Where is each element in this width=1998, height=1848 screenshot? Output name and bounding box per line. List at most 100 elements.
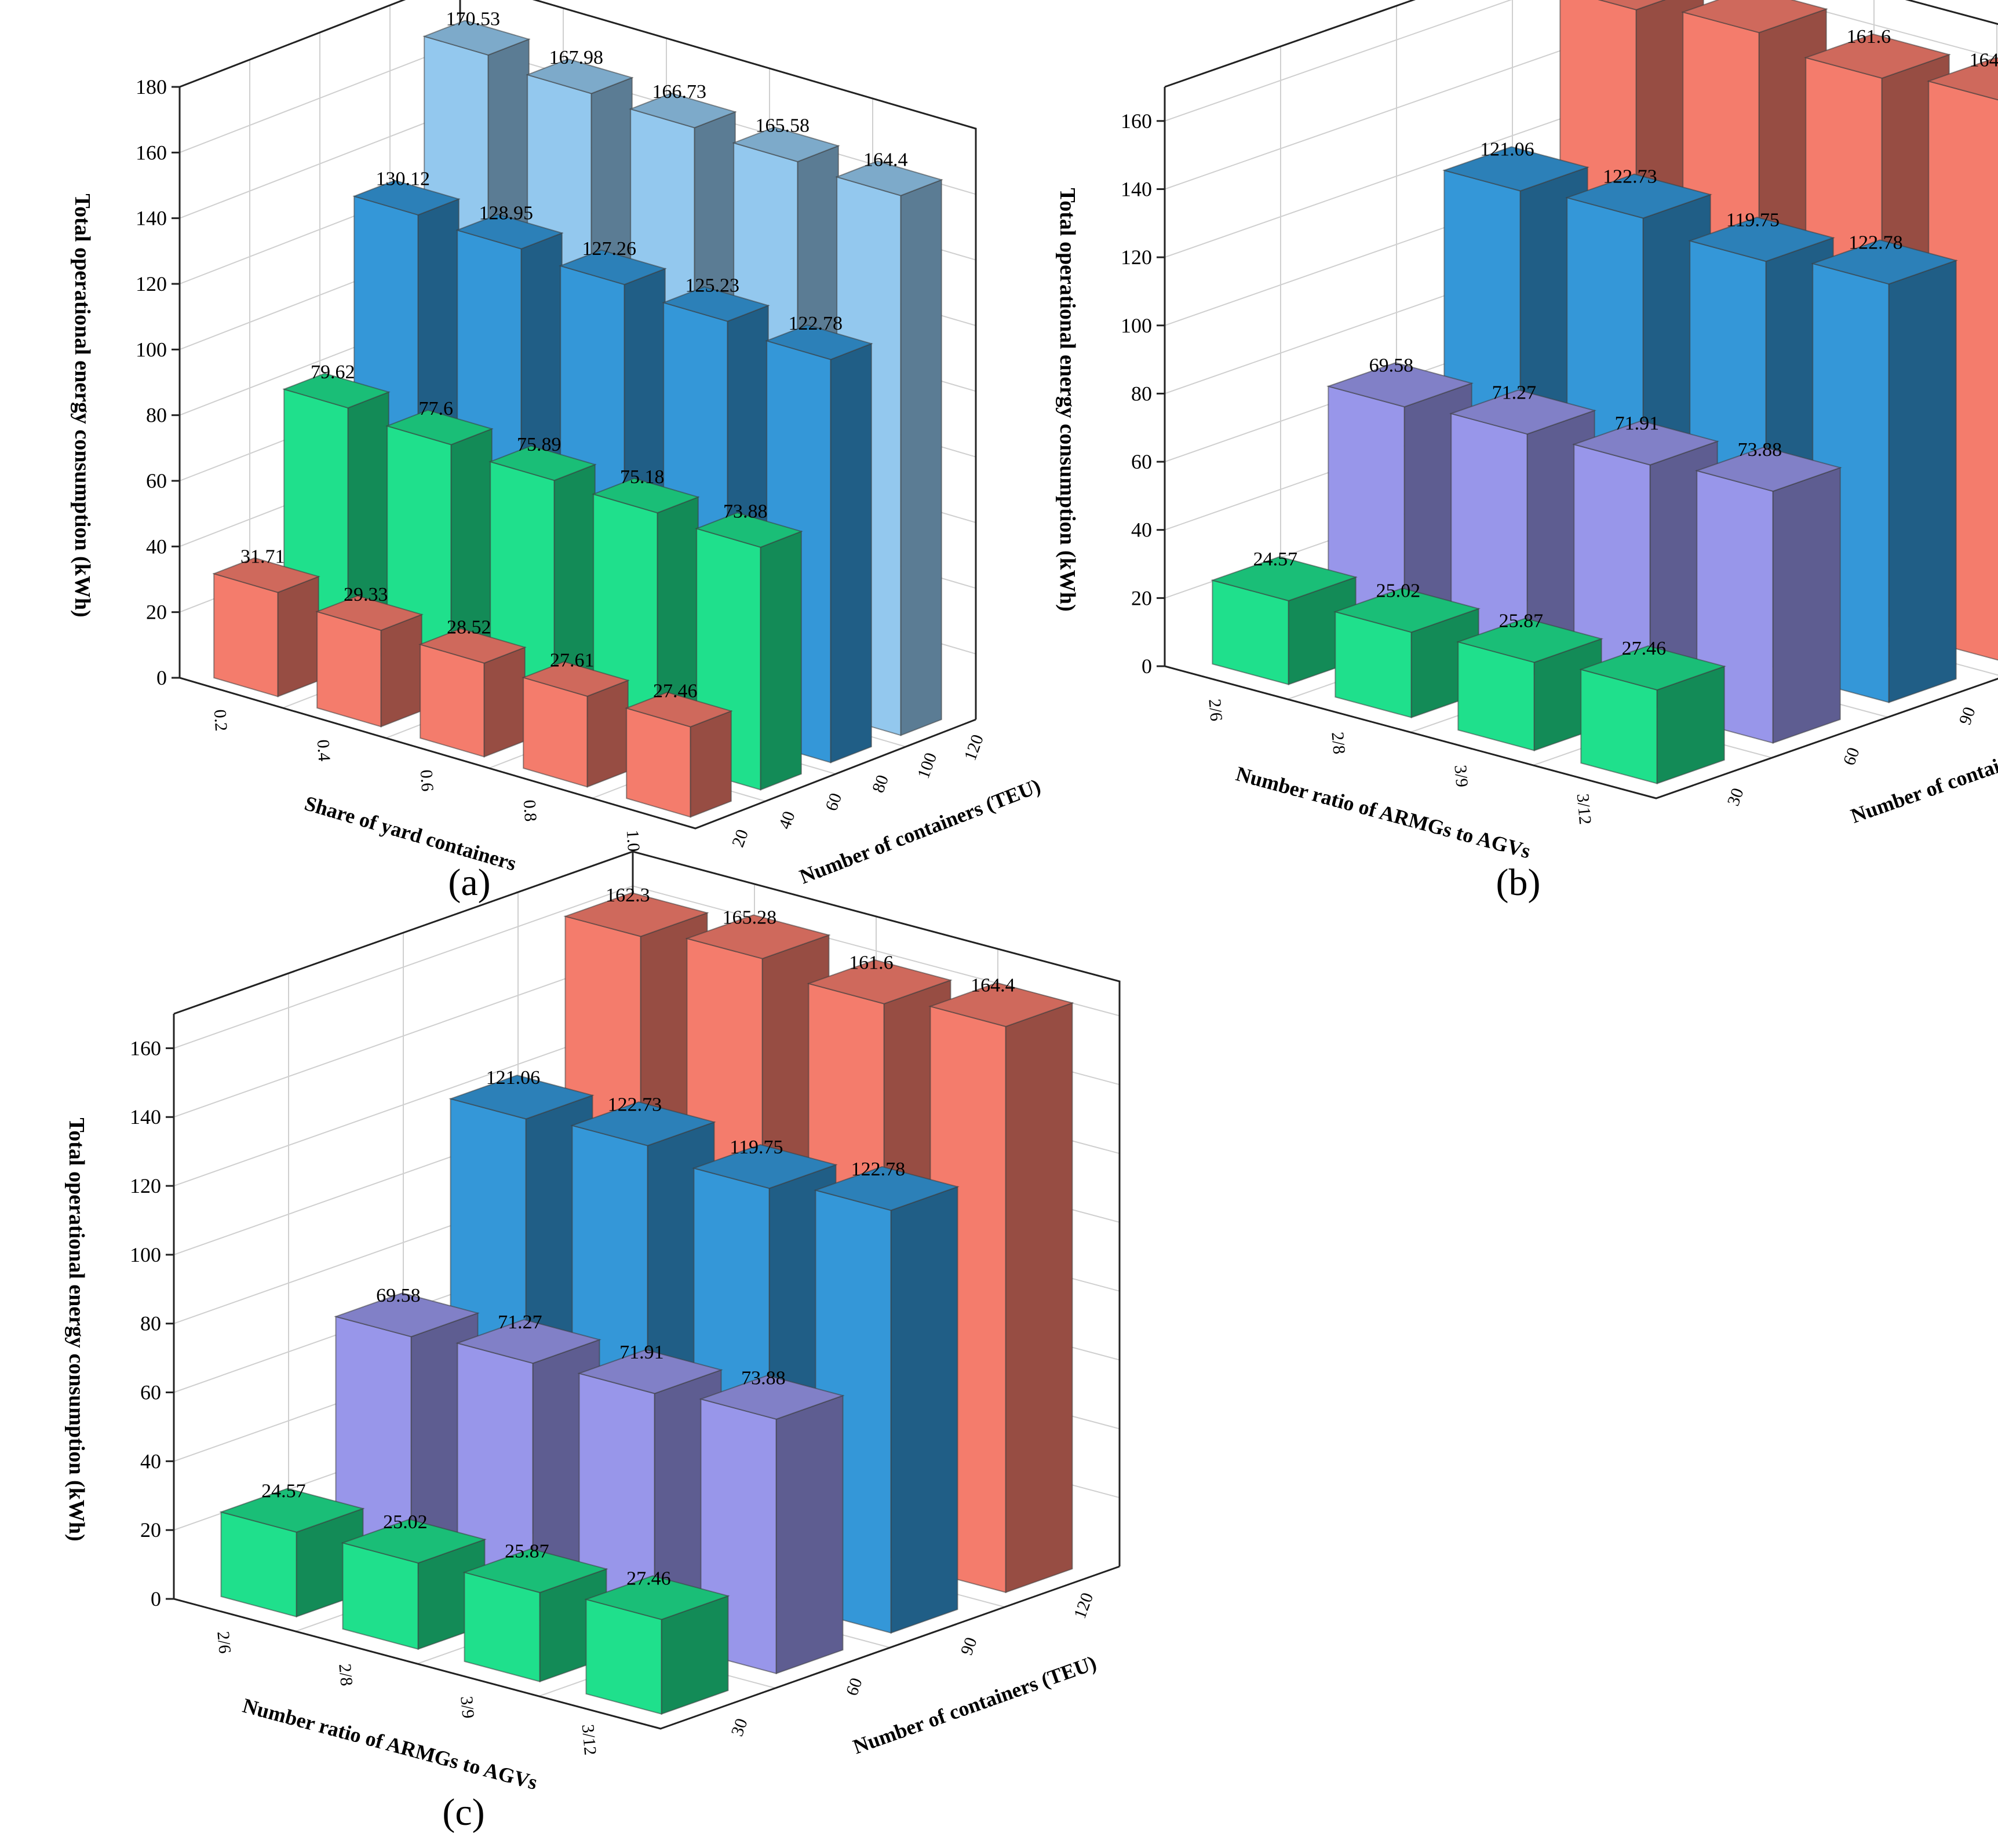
data-label: 69.58 [1369, 355, 1414, 376]
bar-side-face [690, 710, 732, 818]
data-label: 164.4 [971, 975, 1015, 996]
data-label: 79.62 [311, 361, 355, 383]
y-axis-title: Total operational energy consumption (kW… [70, 193, 94, 617]
bars: 170.53 167.98 166.73 165.58 164.4 130.12 128.9… [212, 9, 943, 818]
bar-top-face [1210, 556, 1358, 601]
bar-top-face [422, 20, 531, 56]
y-tick-label: 60 [146, 469, 167, 492]
y-axis-title: Total operational energy consumption (kW… [64, 1117, 89, 1541]
data-label: 73.88 [723, 501, 768, 522]
y-tick-label: 140 [130, 1105, 161, 1128]
y-tick-label: 120 [136, 272, 167, 295]
data-label: 27.61 [550, 650, 595, 671]
x-axis-title: Number ratio of ARMGs to AGVs [240, 1694, 540, 1794]
data-label: 122.73 [608, 1094, 662, 1115]
bar-top-face [662, 286, 770, 322]
y-tick-label: 20 [146, 601, 167, 624]
y-tick-label: 40 [1131, 518, 1152, 542]
bar [1456, 618, 1604, 751]
y-tick-label: 0 [151, 1587, 161, 1610]
data-label: 27.46 [653, 680, 698, 702]
bar-top-face [765, 324, 873, 360]
z-tick-label: 100 [914, 750, 940, 781]
data-label: 128.95 [479, 202, 533, 224]
bar-top-face [282, 372, 391, 409]
y-tick-label: 40 [146, 535, 167, 558]
bar-top-face [352, 180, 461, 216]
z-tick-label: 30 [1723, 786, 1747, 808]
data-label: 25.02 [383, 1511, 428, 1533]
z-tick-label: 120 [1070, 1590, 1097, 1621]
data-label: 71.27 [1492, 382, 1537, 403]
bar [625, 692, 733, 818]
bar-side-face [380, 613, 422, 728]
y-tick-label: 20 [1131, 586, 1152, 609]
bar-side-face [830, 342, 872, 764]
bar-top-face [1598, 0, 1666, 10]
y-tick-label: 0 [156, 666, 167, 689]
bar-top-face [1333, 587, 1481, 633]
panel-caption: (b) [1496, 861, 1541, 904]
x-tick-label: 0.4 [313, 739, 334, 762]
bar-top-face [1442, 146, 1590, 192]
z-tick-label: 120 [961, 732, 987, 764]
bar-top-face [455, 213, 564, 250]
bar [315, 595, 424, 728]
bar-top-face [577, 1349, 723, 1394]
data-label: 127.26 [582, 238, 636, 260]
bar-top-face [522, 661, 630, 697]
data-label: 170.53 [446, 9, 500, 30]
bar-top-face [807, 959, 953, 1005]
bar-top-face [814, 1166, 960, 1211]
bar-top-face [928, 982, 1074, 1027]
y-tick-label: 20 [140, 1518, 161, 1542]
data-label: 164.4 [1970, 50, 1998, 71]
z-tick-label: 30 [727, 1716, 751, 1739]
bar [219, 1488, 365, 1618]
x-tick-label: 2/6 [213, 1631, 234, 1655]
x-tick-label: 3/12 [578, 1723, 600, 1756]
bar-front-face [213, 572, 279, 697]
z-tick-label: 60 [1839, 745, 1863, 768]
data-label: 121.06 [486, 1067, 541, 1089]
bar [418, 628, 527, 758]
data-label: 122.78 [788, 313, 843, 334]
y-axis-title: Total operational energy consumption (kW… [1055, 188, 1080, 611]
data-label: 25.02 [1376, 580, 1421, 602]
x-tick-label: 0.6 [417, 769, 437, 792]
bar-top-face [455, 1319, 601, 1364]
data-label: 164.4 [863, 149, 908, 170]
bar [1578, 645, 1727, 784]
bar-top-face [219, 1488, 365, 1533]
x-tick-label: 3/9 [457, 1696, 477, 1719]
data-label: 73.88 [1738, 439, 1782, 461]
bar-top-face [570, 1101, 716, 1146]
data-label: 75.18 [620, 466, 665, 488]
bar-top-face [625, 692, 733, 728]
data-label: 161.6 [1847, 26, 1891, 48]
panel-caption: (c) [442, 1791, 484, 1834]
bar-top-face [315, 595, 424, 631]
data-label: 122.73 [1603, 166, 1657, 188]
x-tick-label: 0.8 [520, 799, 540, 823]
data-label: 122.78 [851, 1159, 906, 1180]
data-label: 71.91 [1615, 413, 1660, 434]
data-label: 24.57 [1253, 549, 1298, 570]
bar-top-face [385, 409, 494, 445]
z-tick-label: 60 [822, 791, 845, 813]
data-label: 130.12 [375, 169, 430, 190]
y-tick-label: 140 [136, 207, 167, 230]
data-label: 25.87 [505, 1541, 549, 1562]
x-tick-label: 2/8 [335, 1663, 356, 1687]
bar [522, 661, 630, 788]
y-tick-label: 160 [136, 141, 167, 164]
data-label: 119.75 [1726, 209, 1780, 231]
x-axis-title: Number ratio of ARMGs to AGVs [1234, 762, 1533, 863]
data-label: 121.06 [1480, 139, 1534, 160]
bar [341, 1518, 487, 1650]
bar-top-face [526, 58, 634, 94]
data-label: 29.33 [344, 584, 388, 605]
data-label: 75.89 [517, 434, 562, 455]
bar-top-face [732, 126, 840, 163]
